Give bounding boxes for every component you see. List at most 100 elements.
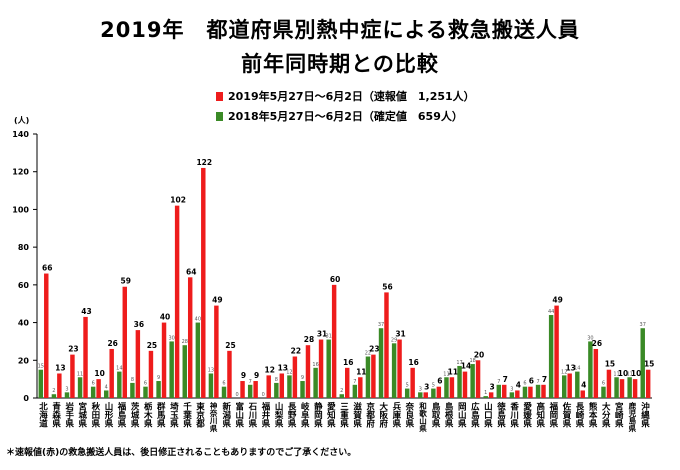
bar-2019: [358, 377, 363, 398]
legend-label-2018: 2018年5月27日～6月2日（確定値 659人）: [228, 110, 463, 123]
bar-2018: [339, 394, 344, 398]
data-label-2018: 13: [208, 367, 214, 373]
bar-2018: [588, 341, 593, 398]
bar-2018: [104, 390, 109, 398]
data-label-2018: 9: [301, 375, 304, 381]
x-tick-label: 東京都: [195, 402, 205, 430]
data-label-2018: 31: [326, 334, 332, 340]
bar-2019: [96, 379, 101, 398]
x-tick-label: 大阪府: [379, 402, 388, 430]
x-tick-label: 福島県: [117, 402, 127, 430]
data-label-2019: 26: [592, 339, 602, 348]
bar-2019: [214, 305, 219, 398]
bar-2019: [135, 330, 141, 398]
data-label-2019: 31: [395, 330, 405, 339]
x-tick-label: 富山県: [236, 402, 245, 430]
data-label-2019: 56: [382, 282, 392, 291]
data-label-2019: 23: [369, 345, 379, 354]
bar-2019: [397, 339, 402, 398]
data-label-2018: 7: [249, 379, 252, 385]
x-tick-label: 山形県: [105, 402, 114, 430]
data-label-2019: 11: [356, 367, 366, 376]
x-tick-label: 千葉県: [182, 402, 192, 430]
data-label-2019: 13: [565, 363, 575, 372]
y-tick-label: 20: [18, 356, 30, 365]
data-label-2019: 16: [408, 358, 418, 367]
data-label-2018: 3: [65, 386, 68, 392]
x-tick-label: 静岡県: [314, 402, 323, 430]
x-tick-label: 山梨県: [274, 402, 284, 430]
bar-2018: [418, 392, 423, 398]
bar-2018: [483, 396, 488, 398]
data-label-2019: 13: [55, 363, 65, 372]
bar-2019: [384, 292, 389, 398]
bar-2018: [274, 382, 279, 398]
data-label-2018: 12: [561, 369, 567, 375]
bar-2018: [287, 375, 292, 398]
data-label-2019: 28: [304, 335, 314, 344]
x-tick-label: 栃木県: [143, 402, 153, 430]
y-tick-label: 120: [12, 168, 29, 177]
data-label-2018: 30: [587, 335, 593, 341]
data-label-2019: 13: [278, 363, 288, 372]
data-label-2019: 9: [241, 371, 246, 380]
data-label-2019: 6: [437, 377, 442, 386]
bar-2019: [619, 379, 625, 398]
bar-2018: [117, 371, 122, 398]
data-label-2019: 122: [196, 158, 212, 167]
data-label-2019: 64: [186, 267, 196, 276]
x-tick-label: 茨城県: [131, 402, 140, 430]
x-tick-label: 長崎県: [576, 402, 585, 430]
data-label-2018: 37: [378, 322, 384, 328]
bar-2018: [601, 386, 606, 398]
data-label-2018: 40: [195, 317, 201, 323]
bar-2019: [606, 369, 612, 398]
data-label-2018: 4: [105, 384, 108, 390]
bar-2018: [614, 377, 619, 398]
data-label-2019: 11: [448, 367, 458, 376]
data-label-2018: 15: [38, 364, 44, 370]
data-label-2018: 7: [353, 379, 356, 385]
bar-2018: [522, 386, 528, 398]
x-tick-label: 石川県: [248, 403, 258, 430]
bar-2019: [449, 377, 455, 398]
bar-2019: [502, 384, 507, 398]
x-tick-label: 鳥取県: [432, 402, 441, 430]
bar-2018: [247, 384, 253, 398]
x-tick-label: 神奈川県: [209, 401, 218, 434]
legend-item-2018: 2018年5月27日～6月2日（確定値 659人）: [216, 108, 463, 124]
bar-2019: [541, 384, 546, 398]
data-label-2019: 36: [134, 320, 144, 329]
data-label-2018: 28: [182, 339, 188, 345]
data-label-2019: 49: [552, 296, 562, 305]
bar-2018: [561, 375, 567, 398]
x-tick-label: 香川県: [509, 402, 519, 430]
bar-2019: [44, 273, 49, 398]
bar-2018: [404, 388, 410, 398]
data-label-2018: 37: [640, 322, 646, 328]
data-label-2018: 11: [613, 371, 619, 377]
data-label-2018: 0: [262, 392, 265, 398]
x-tick-label: 熊本県: [589, 402, 598, 430]
bar-2018: [64, 392, 70, 398]
x-tick-label: 北海道: [39, 402, 48, 430]
data-label-2019: 12: [264, 365, 274, 374]
x-tick-label: 宮城県: [79, 402, 88, 430]
bar-2018: [444, 377, 449, 398]
data-label-2018: 11: [626, 371, 632, 377]
bar-2018: [51, 394, 57, 398]
data-label-2019: 6: [529, 377, 534, 386]
x-tick-label: 鹿児島県: [628, 401, 637, 434]
data-label-2018: 5: [406, 383, 409, 389]
bar-2019: [645, 369, 651, 398]
data-label-2019: 3: [424, 382, 429, 391]
x-tick-label: 佐賀県: [562, 402, 572, 430]
data-label-2019: 7: [503, 375, 508, 384]
bar-2018: [431, 388, 436, 398]
data-label-2019: 7: [542, 375, 547, 384]
data-label-2018: 44: [548, 309, 554, 315]
data-label-2019: 43: [81, 307, 91, 316]
x-tick-label: 三重県: [340, 403, 349, 430]
bar-2019: [462, 371, 468, 398]
bar-2019: [475, 360, 481, 398]
